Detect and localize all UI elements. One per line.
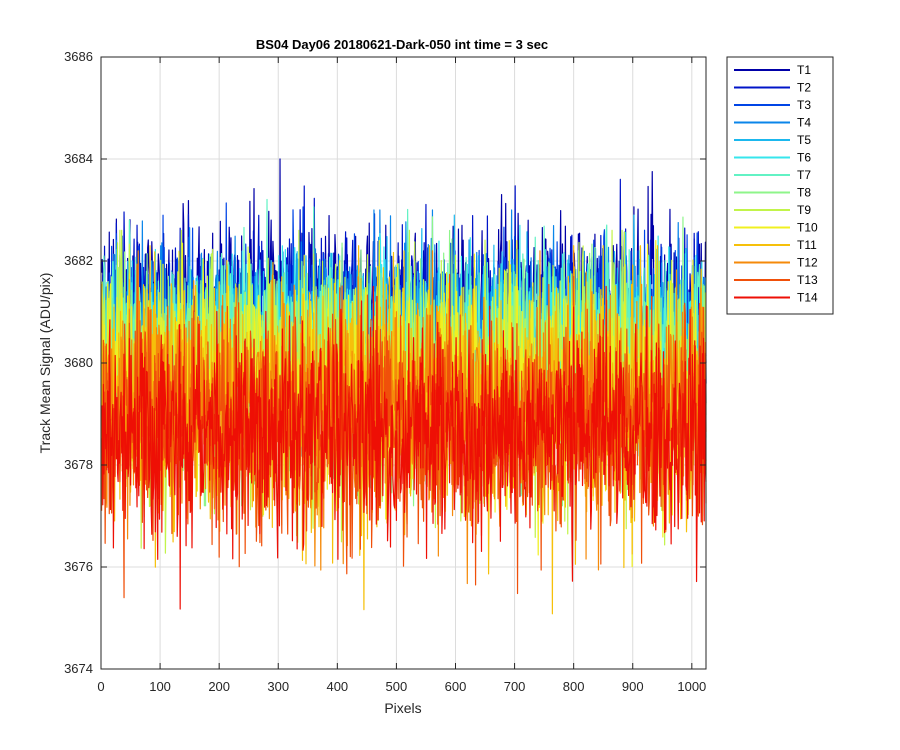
x-axis-ticks: 0 100 200 300 400 500 600 700 800 900 1000 [97, 57, 706, 694]
x-tick-label: 1000 [677, 679, 706, 694]
legend: T1 T2 T3 T4 T5 T6 T7 T8 T9 T10 T11 T12 T13 T14 [726, 56, 834, 315]
y-tick-label: 3680 [64, 355, 93, 370]
legend-label-t14: T14 [797, 291, 818, 305]
x-tick-label: 900 [622, 679, 644, 694]
y-tick-label: 3678 [64, 457, 93, 472]
x-tick-label: 500 [386, 679, 408, 694]
legend-label-t13: T13 [797, 273, 818, 287]
legend-items: T1 T2 T3 T4 T5 T6 T7 T8 T9 T10 T11 T12 T13 T14 [734, 63, 818, 305]
x-tick-label: 800 [563, 679, 585, 694]
plot-area [100, 56, 707, 670]
series-line-t14 [101, 285, 707, 610]
y-tick-label: 3686 [64, 49, 93, 64]
y-tick-label: 3674 [64, 661, 93, 676]
x-tick-label: 100 [149, 679, 171, 694]
x-tick-label: 300 [267, 679, 289, 694]
x-tick-label: 700 [504, 679, 526, 694]
legend-label-t11: T11 [797, 238, 817, 252]
legend-label-t8: T8 [797, 186, 811, 200]
y-tick-label: 3676 [64, 559, 93, 574]
data-lines [100, 158, 707, 615]
y-tick-label: 3684 [64, 151, 93, 166]
x-tick-label: 200 [208, 679, 230, 694]
legend-label-t6: T6 [797, 151, 811, 165]
legend-label-t12: T12 [797, 256, 818, 270]
legend-label-t3: T3 [797, 98, 811, 112]
legend-label-t10: T10 [797, 221, 818, 235]
y-tick-label: 3682 [64, 253, 93, 268]
legend-label-t9: T9 [797, 203, 811, 217]
legend-label-t1: T1 [797, 63, 811, 77]
x-axis-label: Pixels [384, 700, 421, 716]
legend-box [726, 56, 834, 315]
chart-title: BS04 Day06 20180621-Dark-050 int time = … [256, 37, 548, 52]
legend-label-t7: T7 [797, 168, 811, 182]
y-axis-ticks: 3674 3676 3678 3680 3682 3684 3686 [64, 49, 706, 676]
x-tick-label: 600 [445, 679, 467, 694]
legend-label-t4: T4 [797, 116, 811, 130]
y-axis-label: Track Mean Signal (ADU/pix) [37, 273, 53, 454]
legend-label-t2: T2 [797, 81, 811, 95]
x-tick-label: 0 [97, 679, 104, 694]
x-tick-label: 400 [326, 679, 348, 694]
legend-label-t5: T5 [797, 133, 811, 147]
